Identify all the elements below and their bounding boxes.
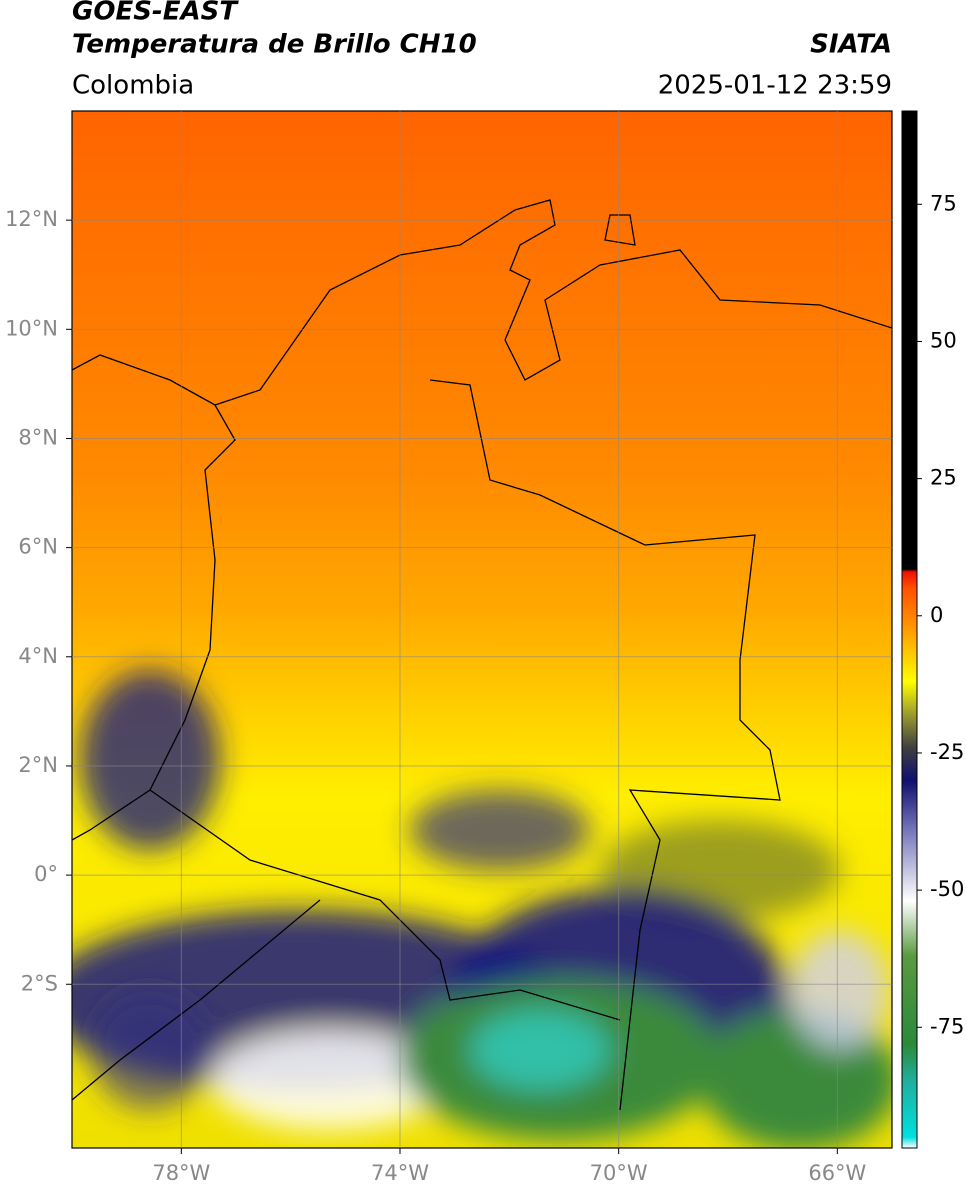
colorbar-tick-label: 50 xyxy=(930,328,957,352)
colorbar-tick-label: 0 xyxy=(930,603,943,627)
colorbar-tick-label: 25 xyxy=(930,466,957,490)
colorbar-tick-label: -75 xyxy=(930,1014,964,1038)
plot-frame xyxy=(71,110,893,1149)
y-tick-label: 2°S xyxy=(21,971,58,995)
y-tick-label: 2°N xyxy=(18,753,58,777)
y-tick-label: 8°N xyxy=(18,425,58,449)
map-image xyxy=(72,111,892,1148)
subtitle: Temperatura de Brillo CH10 xyxy=(72,30,477,60)
x-tick-label: 78°W xyxy=(152,1161,210,1185)
colorbar xyxy=(901,110,918,1149)
x-tick-label: 70°W xyxy=(590,1161,648,1185)
x-tick-label: 66°W xyxy=(808,1161,866,1185)
colorbar-tick-label: -25 xyxy=(930,740,964,764)
region: Colombia xyxy=(72,71,194,101)
y-tick-label: 6°N xyxy=(18,535,58,559)
y-tick-label: 0° xyxy=(34,862,58,886)
title: GOES-EAST xyxy=(72,0,239,27)
y-tick-label: 4°N xyxy=(18,644,58,668)
source: SIATA xyxy=(810,30,892,60)
y-tick-label: 10°N xyxy=(5,316,58,340)
x-tick-label: 74°W xyxy=(371,1161,429,1185)
timestamp: 2025-01-12 23:59 xyxy=(658,71,892,101)
colorbar-tick-label: 75 xyxy=(930,191,957,215)
y-tick-label: 12°N xyxy=(5,207,58,231)
colorbar-tick-label: -50 xyxy=(930,877,964,901)
